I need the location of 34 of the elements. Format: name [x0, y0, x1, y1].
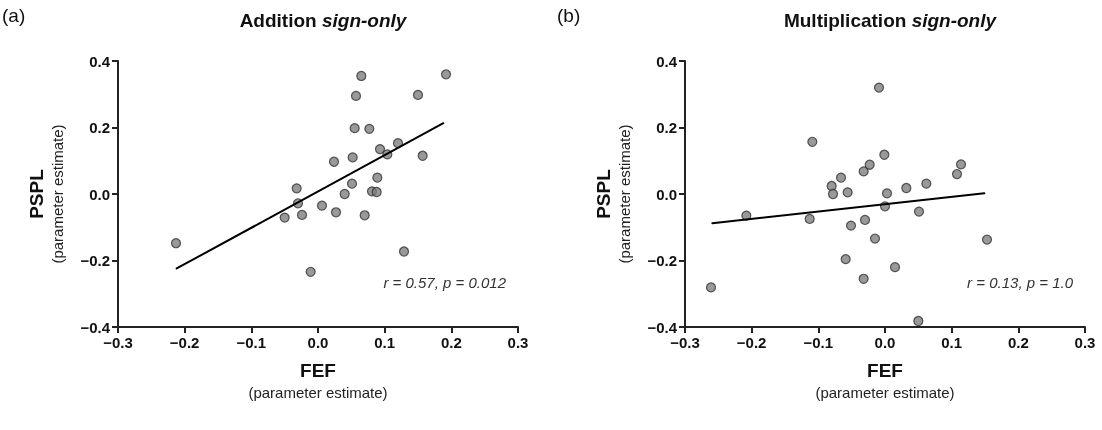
text: (a): [2, 5, 26, 26]
x-tick-label: 0.1: [941, 334, 963, 351]
y-tick-label: 0.2: [656, 119, 677, 136]
x-tick-label: −0.1: [236, 334, 267, 351]
y-axis-title: PSPL (parameter estimate): [592, 124, 633, 264]
annotation: r = 0.57, p = 0.012: [383, 274, 507, 291]
x-tick-label: 0.0: [307, 334, 329, 351]
y-tick-label: 0.0: [656, 185, 677, 203]
y-tick-label: −0.2: [647, 252, 677, 269]
x-tick-label: −0.2: [736, 334, 767, 351]
x-tick-label: −0.2: [169, 334, 200, 351]
x-tick-label: 0.3: [1074, 334, 1096, 351]
y-axis-title: PSPL (parameter estimate): [25, 124, 66, 264]
x-tick-label: 0.0: [874, 334, 896, 351]
annotation: r = 0.13, p = 1.0: [967, 274, 1074, 291]
y-tick-label: 0.2: [89, 119, 110, 136]
y-tick-label: 0.4: [89, 52, 111, 70]
x-tick-label: 0.3: [507, 334, 529, 351]
y-tick-label: 0.0: [89, 185, 110, 203]
x-tick-label: −0.3: [103, 334, 133, 351]
chart-title: Multiplication sign-only: [783, 10, 998, 31]
x-tick-label: 0.2: [440, 334, 462, 351]
x-tick-label: 0.2: [1007, 334, 1029, 351]
y-tick-label: −0.4: [647, 318, 678, 336]
x-tick-label: 0.1: [374, 334, 396, 351]
y-tick-label: −0.2: [80, 252, 110, 269]
text: (b): [557, 5, 581, 26]
chart-title: Addition sign-only: [239, 10, 408, 31]
y-tick-label: 0.4: [656, 52, 678, 70]
x-tick-label: −0.1: [803, 334, 834, 351]
x-axis-title: FEF (parameter estimate): [248, 359, 388, 401]
y-tick-label: −0.4: [80, 318, 111, 336]
x-tick-label: −0.3: [670, 334, 700, 351]
x-axis-title: FEF (parameter estimate): [815, 359, 955, 401]
